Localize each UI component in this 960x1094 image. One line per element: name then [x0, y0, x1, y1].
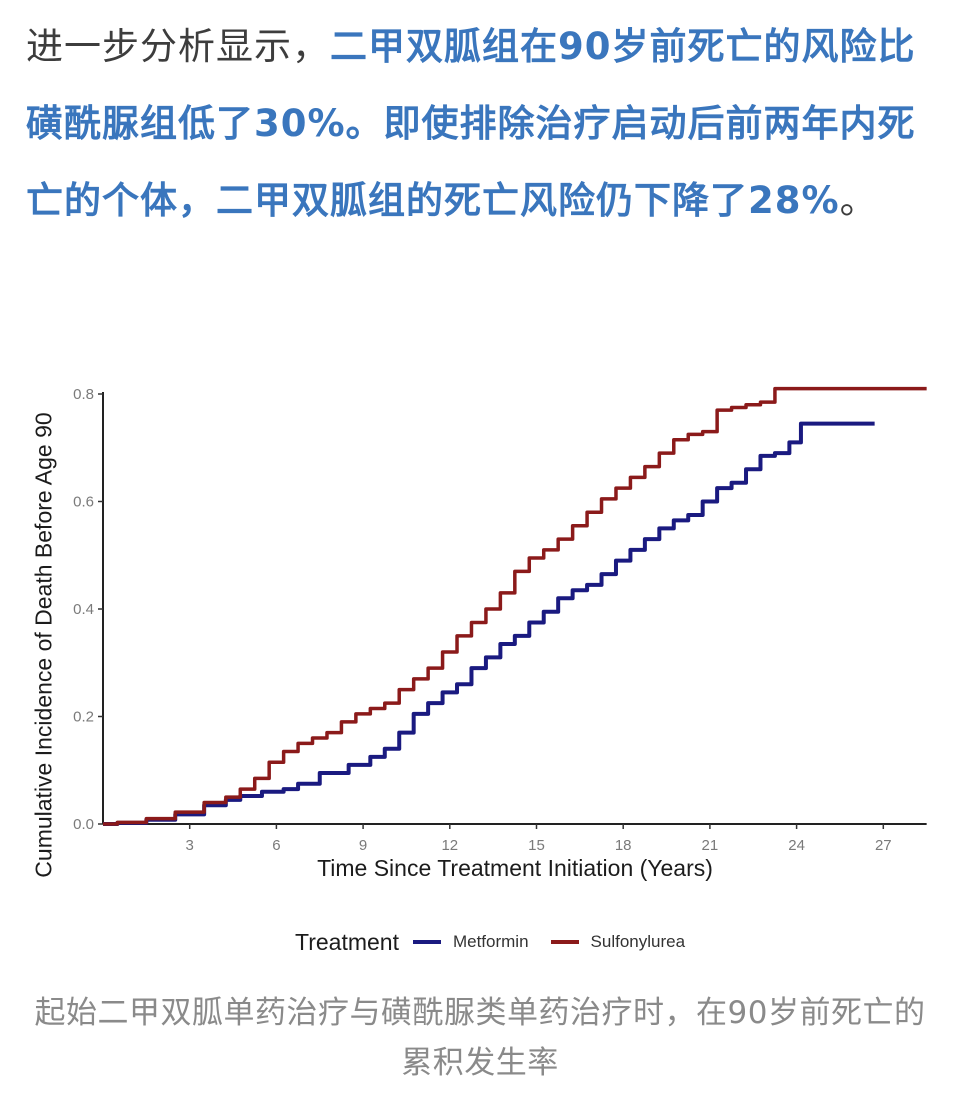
x-tick-label: 24 [788, 837, 805, 854]
intro-paragraph: 进一步分析显示，二甲双胍组在90岁前死亡的风险比磺酰脲组低了30%。即使排除治疗… [26, 8, 942, 239]
x-tick-label: 12 [441, 837, 458, 854]
x-tick-label: 15 [528, 837, 545, 854]
chart-legend: Treatment Metformin Sulfonylurea [295, 925, 707, 959]
y-tick-label: 0.8 [73, 386, 94, 403]
y-tick-label: 0.4 [73, 601, 94, 618]
chart-series [103, 386, 927, 826]
y-tick-label: 0.6 [73, 494, 94, 511]
chart-axes: 0.0 0.2 0.4 0.6 0.8 3 6 9 12 15 18 21 24 27 [73, 386, 927, 854]
y-tick-label: 0.2 [73, 709, 94, 726]
intro-plain-text: 进一步分析显示， [26, 25, 330, 68]
x-tick-label: 3 [186, 837, 194, 854]
legend-label-metformin: Metformin [452, 932, 529, 951]
intro-end-text: 。 [839, 179, 878, 222]
legend-item-sulfonylurea: Sulfonylurea [550, 932, 686, 952]
x-axis-label: Time Since Treatment Initiation (Years) [317, 855, 713, 881]
x-tick-label: 27 [875, 837, 892, 854]
series-line-metformin [103, 421, 875, 826]
figure-caption: 起始二甲双胍单药治疗与磺酰脲类单药治疗时，在90岁前死亡的累积发生率 [34, 995, 926, 1081]
x-tick-label: 21 [702, 837, 719, 854]
legend-label-sulfonylurea: Sulfonylurea [590, 932, 686, 951]
intro-highlight-text: 二甲双胍组在90岁前死亡的风险比磺酰脲组低了30%。即使排除治疗启动后前两年内死… [26, 25, 916, 222]
legend-item-metformin: Metformin [412, 932, 529, 952]
legend-swatch-sulfonylurea [550, 940, 579, 944]
legend-title: Treatment [295, 928, 399, 955]
x-tick-label: 18 [615, 837, 632, 854]
legend-swatch-metformin [412, 940, 441, 944]
x-tick-label: 6 [272, 837, 280, 854]
series-line-sulfonylurea [103, 386, 927, 826]
y-tick-label: 0.0 [73, 816, 94, 833]
x-tick-label: 9 [359, 837, 367, 854]
